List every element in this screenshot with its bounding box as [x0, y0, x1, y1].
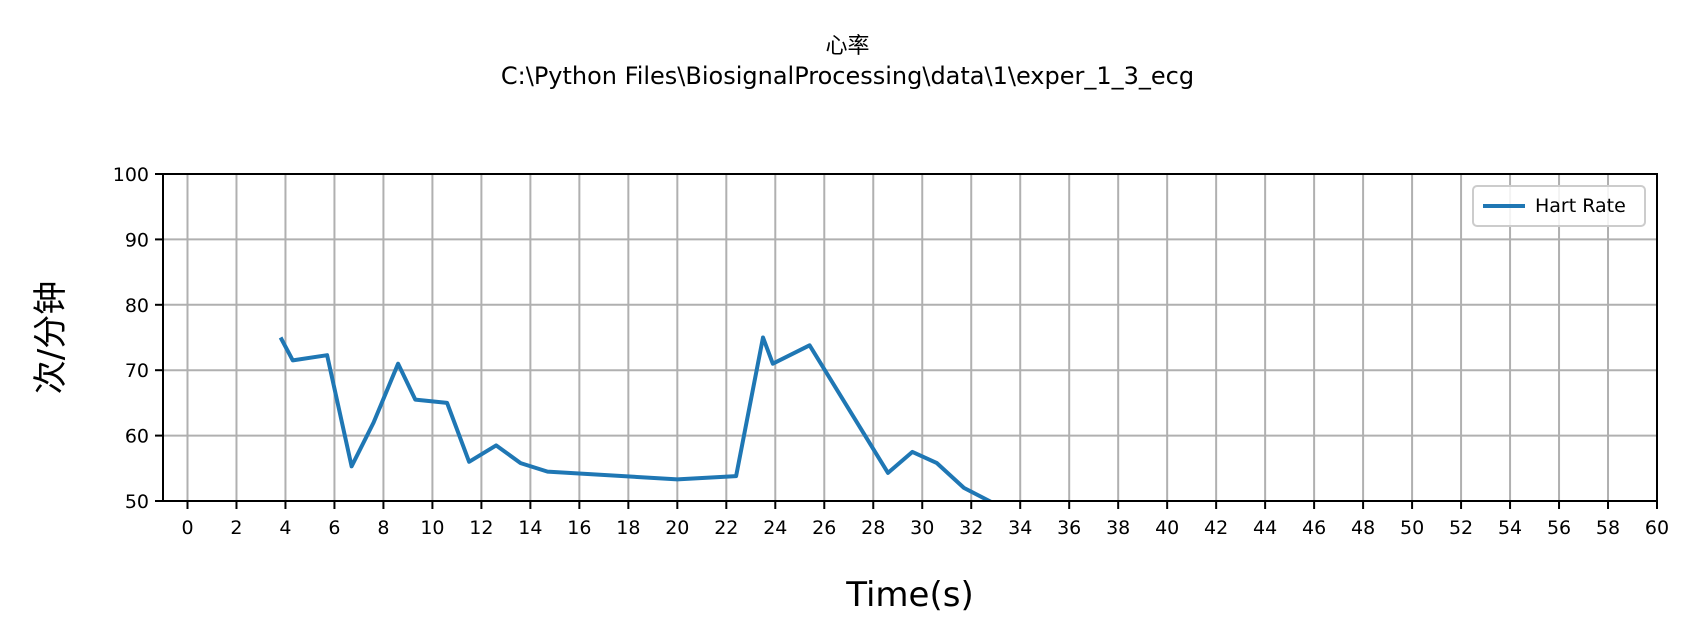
chart-subtitle: C:\Python Files\BiosignalProcessing\data… [500, 62, 1195, 90]
axes: 0 2 4 6 8 10 12 14 16 18 20 22 24 26 28 30 32 34 36 38 40 42 4… [113, 164, 1669, 539]
series-line-0 [278, 335, 994, 501]
x-tick-label: 24 [763, 517, 787, 539]
x-tick-label: 10 [420, 517, 444, 539]
plot-area [278, 335, 994, 501]
x-tick-label: 12 [469, 517, 493, 539]
x-tick-label: 18 [616, 517, 640, 539]
x-tick-label: 56 [1547, 517, 1571, 539]
x-tick-label: 8 [377, 517, 389, 539]
x-tick-label: 50 [1400, 517, 1424, 539]
y-axis-label: 次/分钟 [31, 281, 71, 394]
x-tick-label: 30 [910, 517, 934, 539]
y-tick-label: 60 [125, 426, 149, 448]
x-tick-label: 22 [714, 517, 738, 539]
y-tick-label: 50 [125, 491, 149, 513]
x-tick-label: 48 [1351, 517, 1375, 539]
x-tick-label: 20 [665, 517, 689, 539]
x-tick-label: 28 [861, 517, 885, 539]
x-tick-label: 32 [959, 517, 983, 539]
x-tick-label: 38 [1106, 517, 1130, 539]
plot-frame [162, 173, 1658, 502]
x-tick-label: 2 [230, 517, 242, 539]
x-tick-label: 0 [181, 517, 193, 539]
x-tick-label: 34 [1008, 517, 1032, 539]
x-tick-label: 36 [1057, 517, 1081, 539]
y-tick-label: 90 [125, 229, 149, 251]
x-tick-label: 4 [279, 517, 291, 539]
x-tick-label: 44 [1253, 517, 1277, 539]
y-tick-label: 80 [125, 295, 149, 317]
x-tick-label: 58 [1596, 517, 1620, 539]
x-tick-label: 26 [812, 517, 836, 539]
x-tick-label: 52 [1449, 517, 1473, 539]
x-tick-label: 6 [328, 517, 340, 539]
legend: Hart Rate [1472, 185, 1646, 227]
y-tick-label: 100 [113, 164, 149, 186]
x-tick-label: 46 [1302, 517, 1326, 539]
x-tick-label: 42 [1204, 517, 1228, 539]
legend-label: Hart Rate [1535, 195, 1626, 217]
x-axis-label: Time(s) [845, 575, 973, 615]
chart-title: 心率 [825, 34, 870, 59]
x-tick-label: 14 [518, 517, 542, 539]
x-tick-label: 60 [1645, 517, 1669, 539]
legend-box [1472, 185, 1646, 227]
x-tick-label: 54 [1498, 517, 1522, 539]
x-tick-label: 16 [567, 517, 591, 539]
x-tick-label: 40 [1155, 517, 1179, 539]
y-tick-label: 70 [125, 360, 149, 382]
